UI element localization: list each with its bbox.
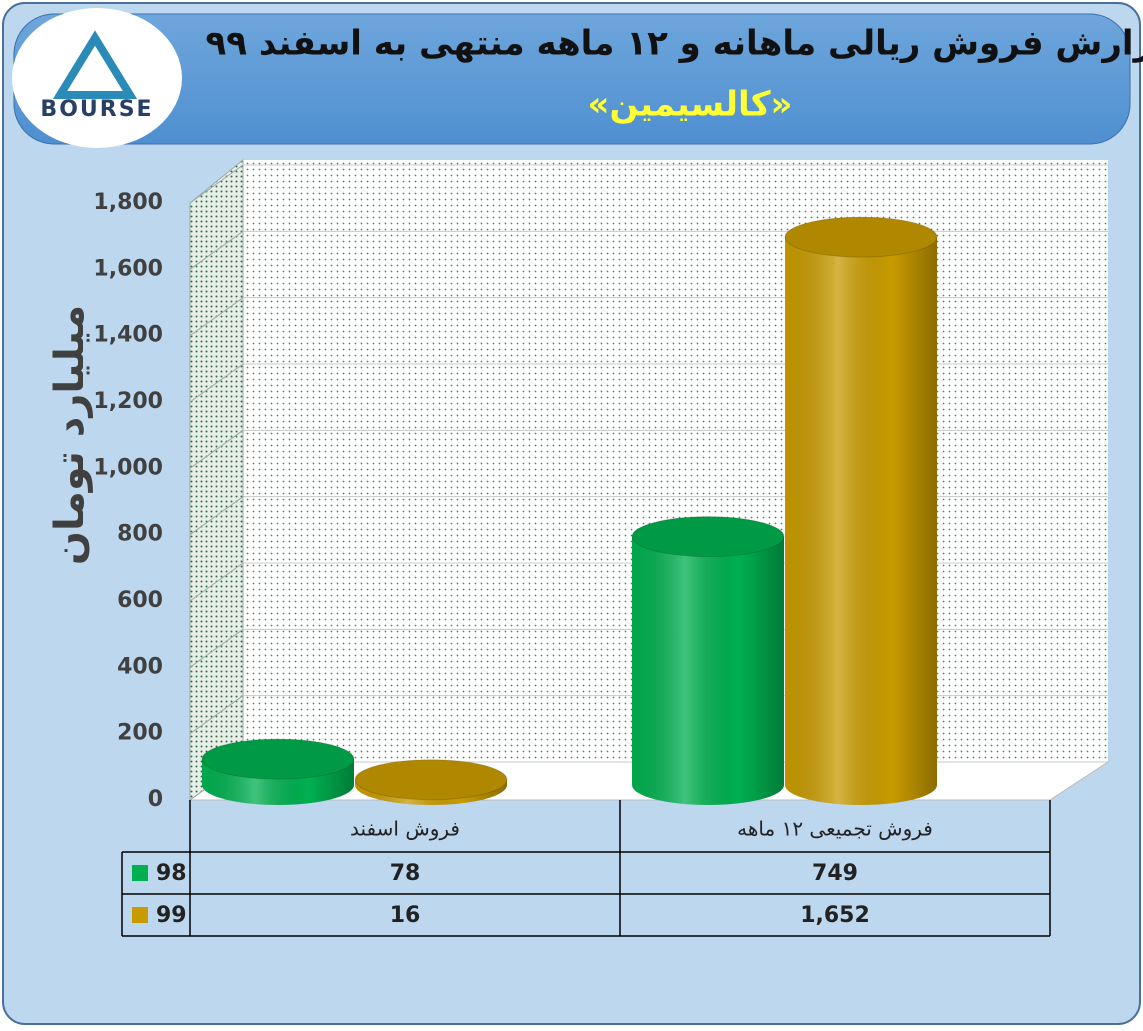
bar-top [784, 216, 938, 258]
table-value: 78 [390, 861, 421, 886]
y-tick-label: 400 [117, 654, 163, 679]
bar-shade [785, 237, 937, 805]
logo-text: BOURSE [40, 97, 153, 122]
x-tick-label: فروش اسفند [350, 817, 460, 841]
side-grid-line [189, 429, 244, 469]
y-tick-label: 1,400 [93, 323, 163, 348]
side-grid-line [189, 363, 244, 403]
legend-label: 99 [156, 903, 187, 928]
bar-top-shade [202, 739, 354, 780]
bar-shade [632, 536, 784, 805]
plot-area: 0 200 400 600 800 1,000 1,200 1,400 1,600 1,800 فر… [93, 158, 1110, 937]
chart-subtitle: «کالسیمین» [588, 85, 793, 125]
side-grid-line [189, 164, 244, 204]
side-grid-line [189, 695, 244, 735]
side-grid-line [189, 297, 244, 337]
y-tick-label: 0 [148, 787, 163, 812]
bar-top [201, 738, 355, 780]
logo-icon [52, 30, 138, 99]
y-tick-label: 800 [117, 522, 163, 547]
bar-top [354, 759, 508, 801]
y-tick-label: 1,200 [93, 389, 163, 414]
legend-label: 98 [156, 861, 187, 886]
y-tick-label: 1,600 [93, 256, 163, 281]
y-tick-label: 1,800 [93, 190, 163, 215]
y-tick-label: 600 [117, 588, 163, 613]
legend-swatch [132, 865, 148, 881]
y-tick-label: 200 [117, 721, 163, 746]
logo-badge [12, 8, 182, 148]
side-grid-line [189, 230, 244, 270]
side-wall [189, 158, 244, 801]
y-tick-label: 1,000 [93, 455, 163, 480]
y-axis-label: میلیارد تومان [47, 305, 93, 565]
side-grid-line [189, 496, 244, 536]
side-grid-line [189, 628, 244, 668]
bar-top [631, 516, 785, 558]
bar-top-shade [632, 516, 784, 557]
chart-title: گزارش فروش ریالی ماهانه و ۱۲ ماهه منتهی … [205, 24, 1143, 64]
bar-top-shade [785, 217, 937, 258]
x-tick-label: فروش تجمیعی ۱۲ ماهه [737, 817, 933, 841]
legend-swatch [132, 907, 148, 923]
bar-top-shade [355, 759, 507, 800]
table-value: 1,652 [800, 903, 870, 928]
table-value: 749 [812, 861, 858, 886]
table-value: 16 [390, 903, 421, 928]
side-grid-line [189, 562, 244, 602]
